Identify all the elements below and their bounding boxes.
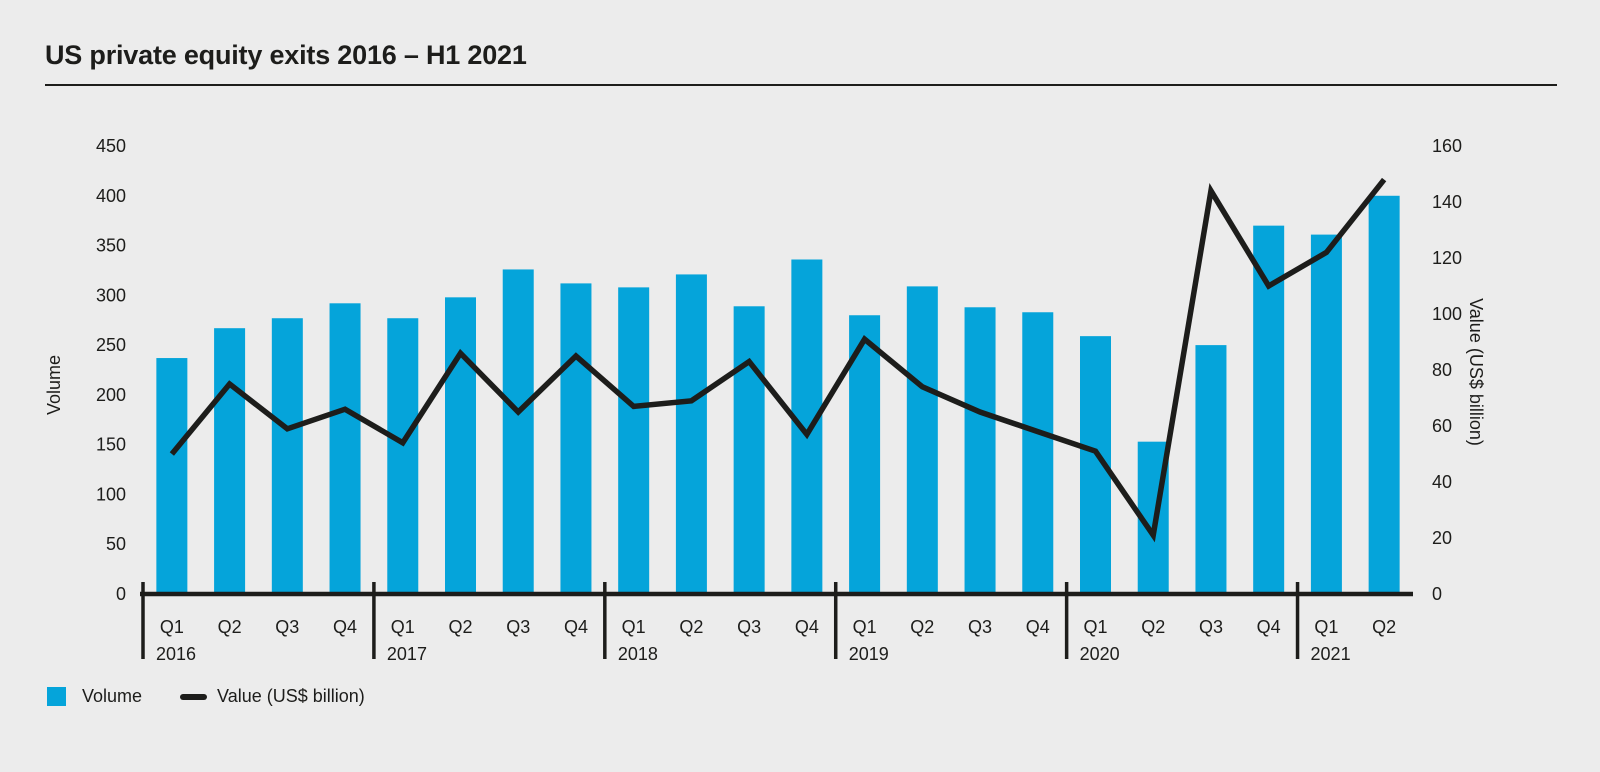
volume-bar (1368, 195, 1400, 594)
left-tick-label: 450 (96, 136, 126, 156)
value-line-icon (180, 693, 208, 700)
year-label: 2016 (156, 644, 196, 664)
volume-bar (214, 328, 246, 594)
left-tick-label: 250 (96, 335, 126, 355)
right-tick-label: 60 (1432, 416, 1452, 436)
quarter-label: Q2 (1372, 617, 1396, 637)
year-label: 2020 (1080, 644, 1120, 664)
quarter-label: Q4 (333, 617, 357, 637)
legend-volume-label: Volume (82, 686, 143, 706)
quarter-label: Q1 (391, 617, 415, 637)
quarter-label: Q2 (448, 617, 472, 637)
left-tick-label: 50 (106, 534, 126, 554)
volume-bar (560, 283, 592, 594)
left-tick-label: 200 (96, 385, 126, 405)
right-tick-label: 40 (1432, 472, 1452, 492)
right-tick-label: 100 (1432, 304, 1462, 324)
quarter-label: Q1 (1314, 617, 1338, 637)
volume-bar (733, 306, 765, 594)
volume-bar (849, 315, 881, 594)
volume-bar (445, 297, 476, 594)
volume-bar (329, 303, 361, 594)
volume-bar (271, 318, 303, 594)
volume-bar (906, 286, 938, 594)
right-tick-label: 20 (1432, 528, 1452, 548)
volume-bar (1310, 234, 1342, 595)
quarter-label: Q1 (622, 617, 646, 637)
quarter-label: Q2 (1141, 617, 1165, 637)
left-axis-title: Volume (44, 355, 64, 415)
quarter-label: Q3 (506, 617, 530, 637)
left-tick-label: 400 (96, 186, 126, 206)
quarter-label: Q1 (853, 617, 877, 637)
volume-bar (675, 274, 707, 594)
legend-value-label: Value (US$ billion) (217, 686, 365, 706)
year-label: 2019 (849, 644, 889, 664)
quarter-label: Q4 (1026, 617, 1050, 637)
quarter-label: Q1 (1083, 617, 1107, 637)
right-tick-label: 120 (1432, 248, 1462, 268)
title-rule (45, 84, 1557, 86)
right-tick-label: 80 (1432, 360, 1452, 380)
quarter-label: Q3 (275, 617, 299, 637)
left-tick-label: 100 (96, 484, 126, 504)
right-axis-title: Value (US$ billion) (1466, 298, 1486, 446)
quarter-label: Q2 (910, 617, 934, 637)
quarter-label: Q2 (679, 617, 703, 637)
value-line (169, 177, 1387, 543)
quarter-label: Q2 (218, 617, 242, 637)
quarter-label: Q4 (795, 617, 819, 637)
volume-swatch-icon (47, 687, 66, 706)
left-tick-label: 300 (96, 285, 126, 305)
quarter-label: Q4 (564, 617, 588, 637)
quarter-label: Q3 (1199, 617, 1223, 637)
left-tick-label: 150 (96, 435, 126, 455)
volume-bar (387, 318, 419, 594)
quarter-label: Q4 (1257, 617, 1281, 637)
volume-bar (791, 259, 823, 594)
volume-bar (1022, 312, 1054, 594)
year-label: 2018 (618, 644, 658, 664)
right-tick-label: 140 (1432, 192, 1462, 212)
left-tick-label: 350 (96, 236, 126, 256)
volume-bar (618, 287, 650, 594)
chart-title: US private equity exits 2016 – H1 2021 (45, 40, 527, 70)
quarter-label: Q3 (737, 617, 761, 637)
quarter-label: Q3 (968, 617, 992, 637)
right-tick-label: 160 (1432, 136, 1462, 156)
volume-bar (1195, 345, 1227, 594)
volume-bar (964, 307, 996, 594)
chart-legend: Volume Value (US$ billion) (47, 686, 365, 707)
volume-bar (156, 358, 188, 594)
year-label: 2017 (387, 644, 427, 664)
right-tick-label: 0 (1432, 584, 1442, 604)
left-tick-label: 0 (116, 584, 126, 604)
volume-bar (502, 269, 534, 594)
year-label: 2021 (1311, 644, 1351, 664)
quarter-label: Q1 (160, 617, 184, 637)
